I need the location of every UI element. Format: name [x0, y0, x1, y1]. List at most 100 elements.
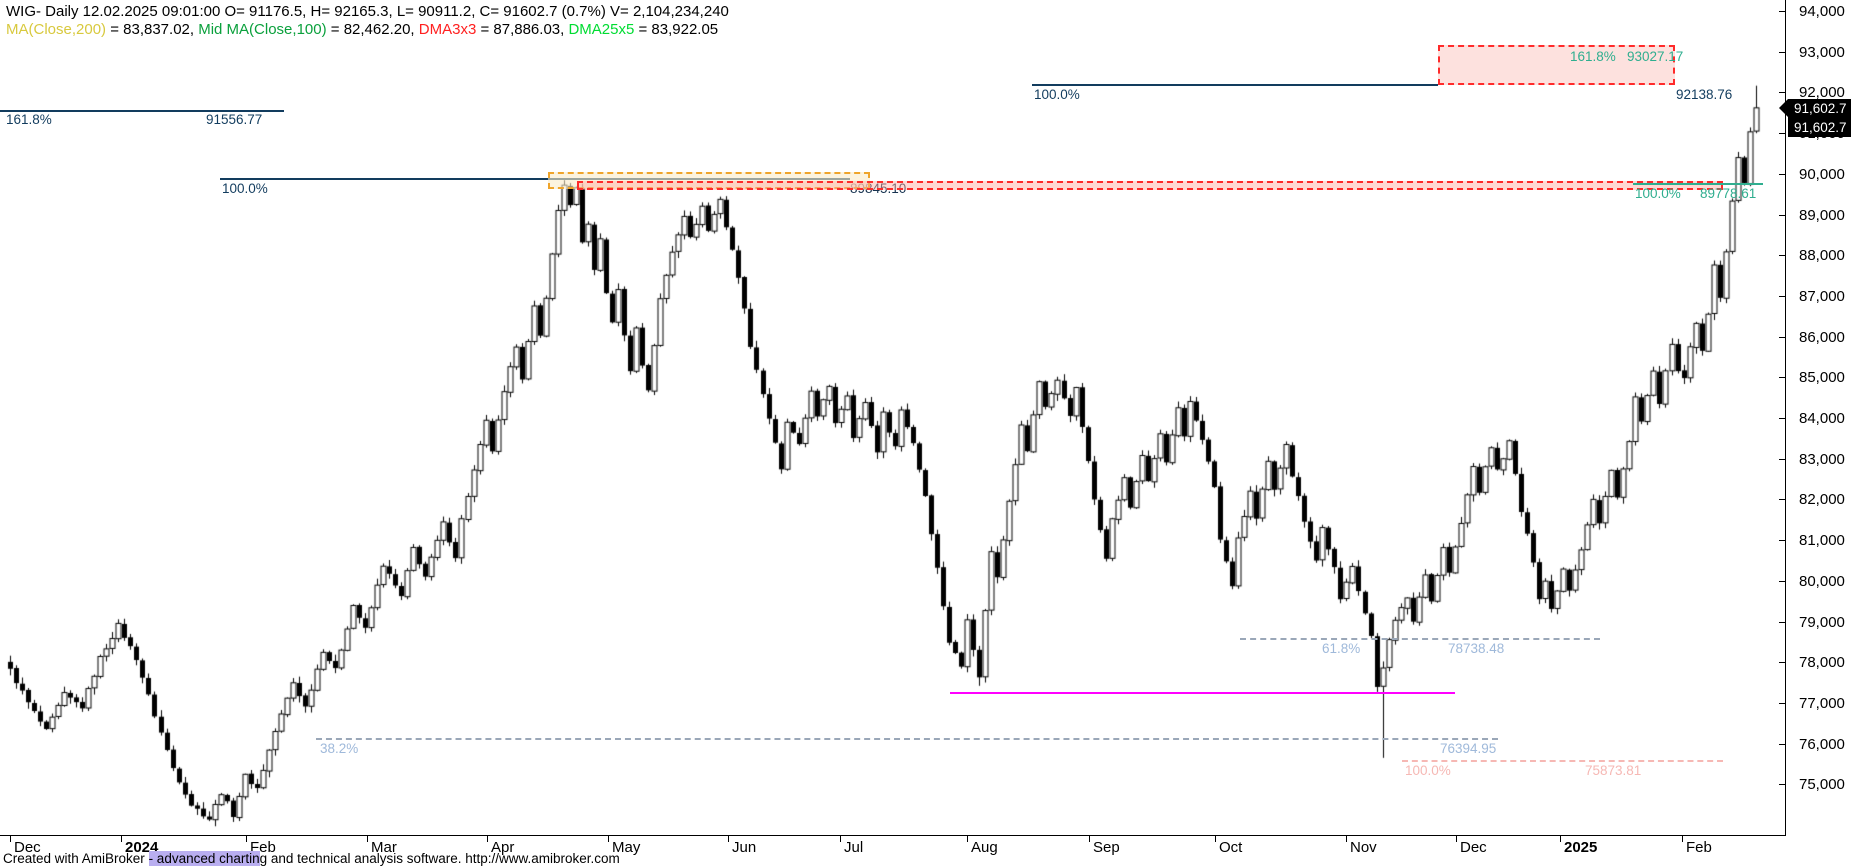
- fib-100-pct-pink: 100.0%: [1405, 763, 1451, 778]
- y-axis-tick: [1779, 703, 1786, 704]
- legend-segment-3: = 82,462.20,: [326, 21, 419, 38]
- y-axis-tick: [1779, 11, 1786, 12]
- fib-ext-1618-value-target: 93027.17: [1627, 49, 1684, 64]
- y-axis-tick: [1779, 581, 1786, 582]
- x-axis-tick: [840, 835, 841, 842]
- fib-100-line-pink[interactable]: [1402, 760, 1723, 762]
- support-line-magenta[interactable]: [950, 692, 1455, 694]
- x-axis-tick: [487, 835, 488, 842]
- indicator-legend: MA(Close,200) = 83,837.02, Mid MA(Close,…: [6, 21, 718, 38]
- x-axis-label: Feb: [1686, 839, 1712, 856]
- fib-100-value-right-teal: 89778.61: [1700, 186, 1757, 201]
- y-axis-tick: [1779, 92, 1786, 93]
- x-axis-tick: [10, 835, 11, 842]
- x-axis-tick: [608, 835, 609, 842]
- fib-100-line-upper[interactable]: [1032, 84, 1438, 86]
- x-axis-tick: [367, 835, 368, 842]
- x-axis-label: Dec: [14, 839, 41, 856]
- x-axis-tick: [728, 835, 729, 842]
- x-axis-tick: [246, 835, 247, 842]
- y-axis-tick: [1779, 215, 1786, 216]
- x-axis-label: 2025: [1564, 839, 1598, 856]
- fib-100-pct-right-teal: 100.0%: [1635, 186, 1681, 201]
- last-price-tag: 91,602.7: [1779, 99, 1851, 118]
- fib-ext-1618-line-left[interactable]: [0, 110, 284, 112]
- y-axis-label: 79,000: [1799, 614, 1845, 631]
- fib-618-line[interactable]: [1240, 638, 1600, 640]
- x-axis-tick: [1215, 835, 1216, 842]
- x-axis-label: Mar: [371, 839, 397, 856]
- footer-pre: Created with AmiBroker: [3, 851, 149, 866]
- y-axis-tick: [1779, 377, 1786, 378]
- legend-segment-2: Mid MA(Close,100): [198, 21, 327, 38]
- x-axis-tick: [1346, 835, 1347, 842]
- y-axis-label: 82,000: [1799, 491, 1845, 508]
- x-axis-tick: [1089, 835, 1090, 842]
- y-axis-label: 88,000: [1799, 247, 1845, 264]
- x-axis-tick: [1456, 835, 1457, 842]
- x-axis-tick: [967, 835, 968, 842]
- y-axis-label: 77,000: [1799, 695, 1845, 712]
- x-axis-tick: [121, 835, 122, 842]
- y-axis-tick: [1779, 662, 1786, 663]
- fib-382-value: 76394.95: [1440, 741, 1497, 756]
- y-axis-tick: [1779, 540, 1786, 541]
- fib-100-value-upper: 92138.76: [1676, 87, 1733, 102]
- y-axis-label: 81,000: [1799, 532, 1845, 549]
- x-axis-label: Oct: [1219, 839, 1243, 856]
- y-axis-tick: [1779, 622, 1786, 623]
- y-axis-label: 76,000: [1799, 736, 1845, 753]
- x-axis-label: Apr: [491, 839, 515, 856]
- y-axis-label: 75,000: [1799, 776, 1845, 793]
- footer-post: g and technical analysis software. http:…: [259, 851, 620, 866]
- y-axis-tick: [1779, 133, 1786, 134]
- fib-100-pct-upper: 100.0%: [1034, 87, 1080, 102]
- y-axis-tick: [1779, 459, 1786, 460]
- fib-382-pct: 38.2%: [320, 741, 359, 756]
- y-axis-label: 78,000: [1799, 654, 1845, 671]
- fib-ext-1618-pct-target: 161.8%: [1570, 49, 1616, 64]
- resistance-band[interactable]: [577, 181, 1723, 190]
- fib-ext-1618-target-box[interactable]: [1438, 45, 1675, 85]
- legend-segment-1: = 83,837.02,: [106, 21, 199, 38]
- amibroker-footer: Created with AmiBroker - advanced charti…: [3, 851, 620, 866]
- fib-ext-1618-value-left: 91556.77: [206, 112, 263, 127]
- y-axis-label: 84,000: [1799, 410, 1845, 427]
- legend-segment-4: DMA3x3: [418, 21, 477, 38]
- fib-100-line-right-teal[interactable]: [1633, 183, 1763, 185]
- y-axis-label: 80,000: [1799, 573, 1845, 590]
- fib-ext-1618-pct-left: 161.8%: [6, 112, 52, 127]
- y-axis-tick: [1779, 296, 1786, 297]
- fib-618-pct: 61.8%: [1322, 641, 1361, 656]
- y-axis-tick: [1779, 784, 1786, 785]
- legend-segment-7: = 83,922.05: [634, 21, 719, 38]
- y-axis-tick: [1779, 499, 1786, 500]
- last-price-tag-2: 91,602.7: [1788, 118, 1851, 137]
- y-axis-label: 85,000: [1799, 369, 1845, 386]
- footer-censored-highlight: - advanced chartin: [148, 851, 260, 866]
- x-axis-tick: [1682, 835, 1683, 842]
- y-axis-label: 83,000: [1799, 451, 1845, 468]
- x-axis-label: Dec: [1460, 839, 1487, 856]
- y-axis-tick: [1779, 174, 1786, 175]
- legend-segment-6: DMA25x5: [568, 21, 635, 38]
- y-axis-label: 90,000: [1799, 166, 1845, 183]
- y-axis-label: 86,000: [1799, 329, 1845, 346]
- y-axis-label: 93,000: [1799, 44, 1845, 61]
- x-axis-tick: [1560, 835, 1561, 842]
- x-axis-line: [0, 835, 1786, 836]
- chart-title-quote: WIG- Daily 12.02.2025 09:01:00 O= 91176.…: [6, 3, 729, 20]
- x-axis-label: May: [612, 839, 641, 856]
- legend-segment-5: = 87,886.03,: [476, 21, 569, 38]
- fib-618-value: 78738.48: [1448, 641, 1505, 656]
- y-axis-tick: [1779, 337, 1786, 338]
- fib-100-line-may-top[interactable]: [220, 178, 850, 180]
- y-axis-tick: [1779, 255, 1786, 256]
- y-axis-label: 94,000: [1799, 3, 1845, 20]
- x-axis-label: Aug: [971, 839, 998, 856]
- fib-100-value-pink: 75873.81: [1585, 763, 1642, 778]
- fib-382-line[interactable]: [316, 738, 1498, 740]
- legend-segment-0: MA(Close,200): [6, 21, 107, 38]
